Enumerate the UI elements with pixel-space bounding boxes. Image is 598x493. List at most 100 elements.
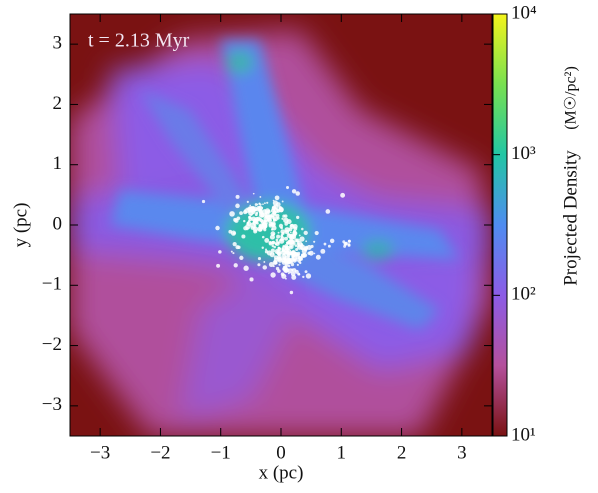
- star-particle: [215, 225, 220, 231]
- star-particle: [252, 218, 258, 223]
- star-particle: [294, 244, 298, 247]
- star-particle: [294, 238, 298, 243]
- x-axis-label: x (pc): [259, 462, 304, 483]
- star-particle: [266, 201, 269, 204]
- star-particle: [344, 241, 348, 245]
- star-particle: [296, 215, 300, 220]
- star-particle: [289, 231, 292, 234]
- star-particle: [248, 210, 251, 213]
- star-particle: [246, 200, 249, 203]
- colorbar-tick-label: 10⁴: [511, 2, 537, 23]
- star-particle: [340, 192, 346, 198]
- star-particle: [257, 256, 262, 261]
- star-particle: [258, 210, 264, 215]
- star-particle: [274, 195, 280, 201]
- star-particle: [264, 202, 266, 205]
- star-particle: [259, 218, 264, 223]
- star-particle: [270, 228, 274, 231]
- star-particle: [288, 244, 294, 250]
- star-particle: [253, 224, 257, 228]
- colorbar-tick-label: 10³: [511, 143, 536, 164]
- star-particle: [289, 223, 295, 229]
- star-particle: [266, 209, 271, 214]
- star-particle: [268, 215, 272, 218]
- star-particle: [248, 216, 253, 221]
- star-particle: [259, 203, 262, 206]
- star-particle: [271, 244, 275, 248]
- colorbar-tick-label: 10¹: [511, 424, 536, 445]
- star-particle: [286, 245, 289, 248]
- star-particle: [295, 191, 300, 196]
- y-tick-label: −2: [42, 334, 62, 355]
- star-particle: [293, 260, 296, 263]
- star-particle: [347, 243, 351, 247]
- star-particle: [243, 265, 249, 271]
- star-particle: [244, 208, 250, 214]
- star-particle: [281, 217, 284, 220]
- star-particle: [302, 275, 305, 279]
- star-particle: [257, 263, 261, 267]
- star-particle: [284, 236, 288, 241]
- star-particle: [291, 240, 295, 243]
- star-particle: [264, 212, 268, 215]
- star-particle: [299, 236, 305, 242]
- star-particle: [273, 245, 277, 249]
- star-particle: [239, 255, 244, 260]
- y-tick-label: −1: [42, 274, 62, 295]
- star-particle: [232, 242, 237, 247]
- star-particle: [281, 200, 284, 203]
- star-particle: [218, 250, 222, 254]
- star-particle: [275, 238, 279, 242]
- star-particle: [280, 272, 285, 277]
- colorbar-unit: (M☉/pc²): [563, 66, 580, 130]
- y-tick-label: 1: [53, 153, 63, 174]
- y-tick-label: 2: [53, 93, 63, 114]
- star-particle: [272, 216, 278, 222]
- star-particle: [306, 244, 312, 251]
- x-tick-label: 3: [457, 442, 467, 463]
- star-particle: [296, 253, 299, 256]
- star-particle: [278, 263, 281, 266]
- density-field: [70, 14, 492, 436]
- x-tick-label: −3: [90, 442, 110, 463]
- star-particle: [284, 222, 289, 226]
- star-particle: [273, 207, 279, 214]
- y-axis-label: y (pc): [10, 203, 31, 248]
- colorbar-label: Projected Density: [560, 150, 581, 286]
- star-particle: [287, 264, 291, 268]
- star-particle: [327, 244, 331, 248]
- y-tick-label: −3: [42, 394, 62, 415]
- star-particle: [292, 231, 298, 236]
- x-tick-label: 2: [397, 442, 407, 463]
- star-particle: [329, 238, 335, 244]
- star-particle: [301, 253, 306, 258]
- star-particle: [262, 265, 267, 270]
- star-particle: [235, 203, 240, 209]
- star-particle: [313, 240, 316, 243]
- star-particle: [255, 211, 259, 215]
- star-particle: [271, 240, 276, 245]
- star-particle: [229, 211, 235, 217]
- star-particle: [289, 290, 294, 295]
- star-particle: [299, 259, 302, 262]
- star-particle: [285, 186, 290, 190]
- star-particle: [304, 270, 308, 274]
- star-particle: [284, 259, 288, 263]
- star-particle: [288, 259, 292, 263]
- star-particle: [305, 240, 308, 243]
- star-particle: [287, 251, 292, 256]
- star-particle: [297, 255, 303, 261]
- star-particle: [235, 245, 240, 250]
- star-particle: [262, 203, 264, 206]
- star-particle: [270, 272, 276, 278]
- star-particle: [281, 231, 285, 235]
- star-particle: [276, 255, 282, 260]
- y-tick-label: 3: [53, 33, 63, 54]
- star-particle: [295, 247, 299, 252]
- star-particle: [256, 203, 259, 206]
- colorbar: [492, 13, 508, 437]
- star-particle: [291, 189, 297, 194]
- star-particle: [272, 252, 275, 255]
- star-particle: [275, 266, 280, 271]
- x-tick-label: −1: [211, 442, 231, 463]
